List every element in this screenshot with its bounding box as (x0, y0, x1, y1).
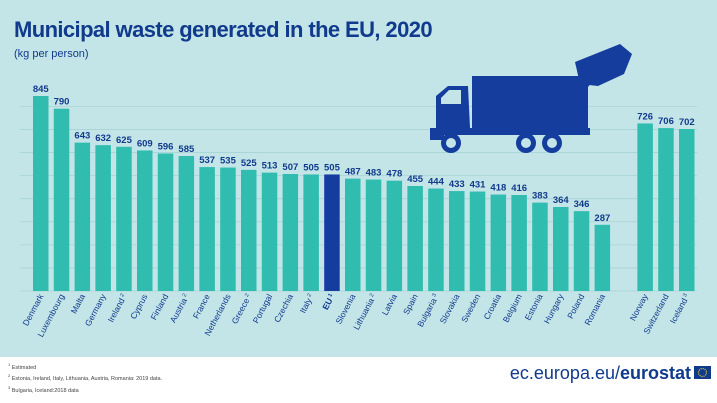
bar-lithuania (365, 179, 382, 291)
value-label: 487 (345, 167, 361, 178)
value-label: 287 (594, 213, 610, 224)
chart-subtitle: (kg per person) (14, 48, 89, 60)
bar-czechia (282, 174, 299, 291)
value-label: 790 (54, 97, 70, 108)
bar-italy (303, 174, 319, 291)
category-label: Cyprus (128, 292, 149, 320)
source-credit[interactable]: ec.europa.eu/eurostat (510, 363, 691, 384)
value-label: 706 (658, 116, 674, 127)
value-label: 383 (532, 191, 548, 202)
bar-sweden (469, 191, 486, 291)
value-label: 845 (33, 84, 50, 95)
value-label: 505 (324, 162, 341, 173)
bar-finland (157, 153, 174, 291)
category-label: Iceland 3 (668, 292, 692, 325)
category-label: Latvia (380, 292, 400, 317)
value-label: 364 (553, 195, 570, 206)
bar-norway (637, 123, 653, 291)
value-label: 431 (470, 180, 487, 191)
value-label: 537 (199, 155, 215, 166)
bar-poland (573, 211, 590, 291)
value-label: 726 (637, 111, 653, 122)
bar-hungary (553, 207, 569, 291)
source-url: ec.europa.eu/ (509, 363, 620, 383)
category-label: France (191, 292, 212, 320)
bar-croatia (490, 194, 507, 291)
value-label: 416 (511, 183, 527, 194)
bar-denmark (33, 96, 49, 291)
bar-iceland (679, 129, 695, 291)
value-label: 525 (241, 158, 258, 169)
bar-ireland (116, 146, 132, 291)
category-label: Norway (628, 292, 651, 323)
bar-switzerland (658, 128, 674, 291)
garbage-truck-icon (430, 44, 632, 153)
bar-greece (241, 169, 257, 291)
bar-romania (594, 224, 611, 291)
footnote-3: 3 Bulgaria, Iceland:2018 data (8, 384, 79, 394)
value-label: 418 (490, 183, 506, 194)
footnote-2: 2 Estonia, Ireland, Italy, Lithuania, Au… (8, 373, 163, 383)
value-label: 609 (137, 138, 153, 149)
value-label: 433 (449, 179, 465, 190)
category-label: Spain (401, 292, 420, 316)
footnote-1: 1 Estimated (8, 362, 37, 371)
bar-chart: 845 790 643 632 625 609 596 585 537 535 525 513 507 5… (20, 44, 697, 339)
bars (33, 96, 695, 291)
chart-title: Municipal waste generated in the EU, 202… (14, 17, 433, 42)
bar-cyprus (137, 150, 153, 291)
category-label: EU 1 (320, 292, 337, 311)
bar-estonia (532, 202, 548, 291)
bar-slovenia (345, 178, 361, 291)
category-label: Hungary (542, 292, 566, 326)
category-label: Czechia (272, 292, 295, 324)
value-labels: 845 790 643 632 625 609 596 585 537 535 525 513 507 5… (33, 84, 695, 224)
bar-eu (324, 174, 340, 291)
category-label: Italy 2 (298, 292, 316, 315)
category-label: Malta (69, 292, 88, 315)
bar-malta (74, 142, 91, 291)
value-label: 505 (303, 162, 320, 173)
footnotes: 1 Estimated 2 Estonia, Ireland, Italy, L… (8, 361, 162, 395)
bar-bulgaria (428, 188, 444, 291)
value-label: 702 (679, 117, 695, 128)
value-label: 455 (407, 174, 424, 185)
source-brand: eurostat (619, 363, 691, 383)
bar-france (199, 167, 215, 291)
bar-spain (407, 186, 423, 291)
category-label: Austria 2 (168, 292, 191, 324)
category-label: Ireland 2 (106, 292, 129, 324)
bar-latvia (386, 180, 403, 291)
value-label: 478 (386, 169, 402, 180)
value-label: 535 (220, 156, 237, 167)
category-label: Estonia (523, 292, 545, 322)
bar-germany (95, 145, 111, 291)
value-label: 643 (74, 131, 90, 142)
value-label: 632 (95, 133, 111, 144)
value-label: 483 (366, 168, 382, 179)
bar-luxembourg (53, 108, 70, 291)
bar-slovakia (449, 191, 465, 291)
bar-netherlands (220, 167, 236, 291)
category-label: Poland (565, 292, 586, 320)
bar-belgium (511, 195, 527, 291)
value-label: 513 (262, 161, 278, 172)
value-label: 585 (178, 144, 195, 155)
value-label: 507 (282, 162, 298, 173)
bar-portugal (261, 172, 278, 291)
category-label: Finland (148, 292, 170, 322)
eu-flag-icon (694, 366, 711, 379)
bar-austria (178, 156, 195, 291)
category-label: Slovakia (438, 292, 462, 325)
value-label: 346 (574, 199, 590, 210)
category-label: Croatia (481, 292, 503, 321)
category-label: Sweden (459, 292, 482, 324)
value-label: 625 (116, 135, 133, 146)
category-label: Portugal (251, 292, 275, 325)
value-label: 596 (158, 141, 174, 152)
value-label: 444 (428, 177, 445, 188)
category-label: Belgium (501, 292, 524, 324)
